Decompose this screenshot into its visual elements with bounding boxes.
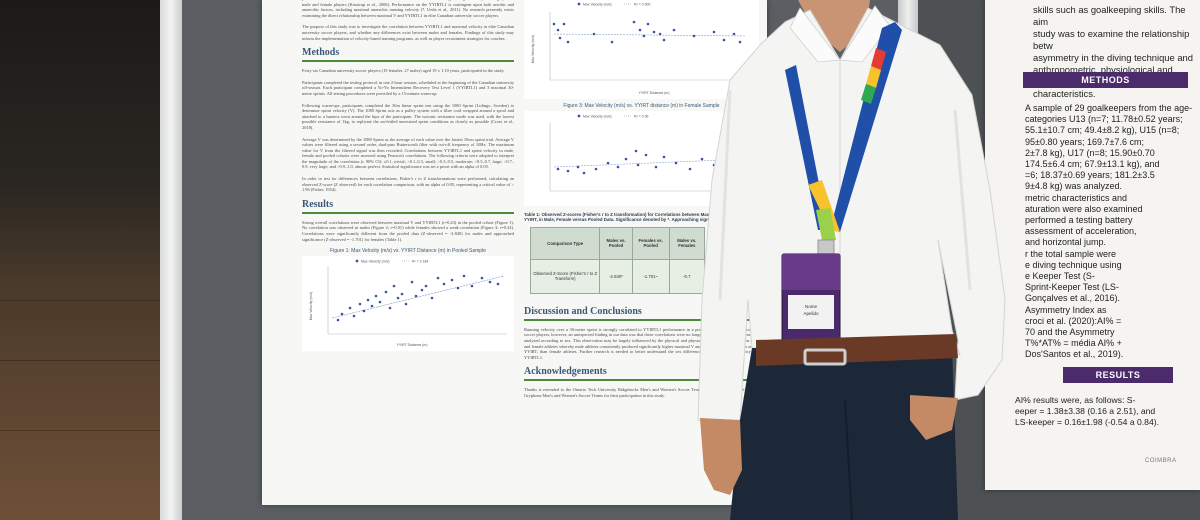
methods-band: METHODS	[1023, 72, 1188, 88]
table-header: Males vs. Females	[668, 226, 706, 260]
table-cell: Observed Z-Score (Fisher's r to Z Transf…	[529, 258, 601, 294]
floor-plank-line	[0, 360, 200, 361]
figure-3-title: Figure 3: Max Velocity (m/s) vs. YYIRT d…	[563, 103, 720, 109]
figure-1-legend: Max Velocity (m/s)	[361, 260, 390, 264]
right-hand	[910, 395, 958, 440]
research-poster: performance in soccer, with robust corre…	[262, 0, 767, 505]
acknowledgements-text: Thanks is extended to the Ontario Tech U…	[524, 387, 759, 398]
methods-heading: Methods	[302, 47, 514, 63]
poster-right-column: Max Velocity (m/s) R² = 0.000	[524, 0, 759, 405]
neighbour-poster-results: AI% results were, as follows: S- eeper =…	[1015, 395, 1159, 427]
figure-3-legend: Max Velocity (m/s)	[583, 115, 612, 119]
figure-1-svg: Max Velocity (m/s) R² = 0.184	[309, 260, 507, 347]
badge-name-line: Apelido	[803, 311, 819, 316]
badge-name-line: Nome	[805, 304, 818, 309]
table-1: Comparison Type Males vs. Pooled Females…	[529, 226, 706, 294]
name-badge-label	[788, 295, 834, 329]
neighbour-poster-methods: A sample of 29 goalkeepers from the age-…	[1025, 103, 1193, 360]
figure-1-r2: R² = 0.184	[412, 260, 428, 264]
table-cell: -2.840*	[599, 258, 633, 294]
purpose-text: The purpose of this study was to investi…	[302, 24, 514, 41]
results-heading: Results	[302, 199, 514, 214]
figure-2-svg: Max Velocity (m/s) R² = 0.000	[531, 3, 749, 95]
table-cell: -0.7	[668, 258, 706, 294]
lanyard-right	[830, 22, 902, 232]
white-shirt	[697, 7, 1006, 426]
figure-1-y-label: Max Velocity (m/s)	[309, 292, 313, 321]
belt-buckle	[803, 348, 847, 366]
floor-plank-line	[0, 300, 200, 301]
floor-plank-line	[0, 430, 200, 431]
methods-text: Following warm-ups, participants complet…	[302, 102, 514, 130]
figure-1-points	[336, 274, 500, 322]
figure-2-legend: Max Velocity (m/s)	[583, 3, 612, 7]
figure-2-x-label: YYIRT Distance (m)	[639, 91, 670, 95]
figure-2-plot: Max Velocity (m/s) R² = 0.000	[524, 0, 759, 99]
table-header: Males vs. Pooled	[599, 226, 633, 260]
results-band: RESULTS	[1063, 367, 1173, 383]
results-text: Strong overall correlations were observe…	[302, 219, 514, 242]
figure-3-points	[556, 149, 740, 175]
figure-2-r2: R² = 0.000	[634, 3, 650, 7]
table-1-caption: Table 1: Observed Z-scores (Fisher's r t…	[524, 212, 754, 223]
university-logo-text: COIMBRA	[1145, 458, 1177, 464]
poster-left-column: performance in soccer, with robust corre…	[302, 0, 514, 352]
table-row: Observed Z-Score (Fisher's r to Z Transf…	[529, 258, 706, 294]
discussion-heading: Discussion and Conclusions	[524, 306, 759, 321]
presenter-person: Nome Apelido	[697, 0, 1006, 520]
poster-board-frame	[160, 0, 182, 520]
figure-1-title: Figure 1: Max Velocity (m/s) vs. YYIRT D…	[330, 248, 486, 255]
navy-trousers	[730, 345, 958, 520]
left-hand	[700, 418, 742, 495]
figure-3-svg: Max Velocity (m/s) R² = 0.06	[549, 115, 749, 192]
methods-text: Participants completed the testing proto…	[302, 79, 514, 96]
table-header: Comparison Type	[529, 226, 601, 260]
acknowledgements-heading: Acknowledgements	[524, 366, 759, 382]
intro-text: performance in soccer, with robust corre…	[302, 0, 514, 18]
methods-text: Average V was determined by the 1080 Spr…	[302, 136, 514, 170]
methods-text: Forty-six Canadian university soccer pla…	[302, 68, 505, 74]
figure-2-points	[552, 20, 742, 44]
figure-1-plot: Max Velocity (m/s) R² = 0.184	[302, 256, 514, 352]
table-cell: -1.701~	[631, 258, 670, 294]
table-header: Females vs. Pooled	[631, 226, 670, 260]
discussion-text: Running velocity over a 30-metre sprint …	[524, 326, 759, 360]
figure-1-x-label: YYIRT Distance (m)	[397, 343, 428, 347]
methods-text: In order to test for differences between…	[302, 176, 514, 193]
figure-3-r2: R² = 0.06	[634, 115, 649, 119]
figure-2-y-label: Max Velocity (m/s)	[531, 35, 535, 64]
neighbour-poster: skills such as goalkeeping skills. The a…	[985, 0, 1200, 490]
